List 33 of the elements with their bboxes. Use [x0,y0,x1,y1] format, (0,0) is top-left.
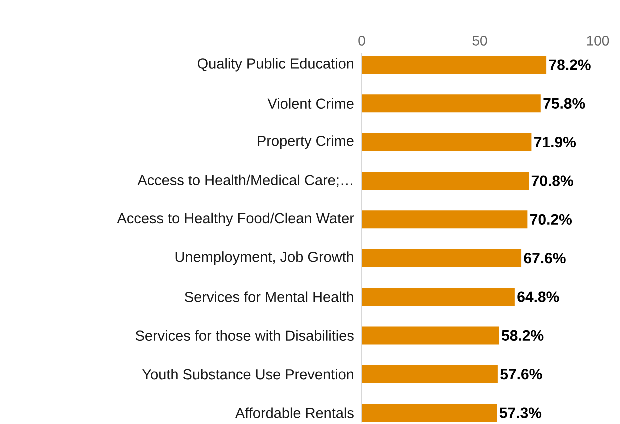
bar [362,249,522,268]
data-label: 64.8% [518,292,560,302]
y-tick-label: Youth Substance Use Prevention [142,369,354,380]
bar [362,56,547,74]
y-tick-label: Services for Mental Health [185,292,354,302]
bar [362,133,532,152]
x-tick-label: 100 [587,36,610,46]
bar [362,404,498,422]
y-tick-label: Affordable Rentals [235,408,354,418]
x-tick-label: 50 [472,36,488,46]
data-label: 57.6% [500,369,542,380]
bar [362,288,515,306]
bar [362,365,498,384]
bar [362,210,528,229]
y-tick-label: Quality Public Education [198,58,354,72]
data-label: 78.2% [549,60,591,70]
x-tick-label: 0 [358,36,366,46]
data-label: 57.3% [500,408,542,418]
data-label: 58.2% [502,330,544,341]
bar [362,172,530,190]
data-label: 70.2% [530,214,572,225]
y-tick-label: Services for those with Disabilities [136,330,354,342]
data-label: 75.8% [544,98,586,109]
data-label: 70.8% [532,176,574,186]
y-tick-label: Access to Health/Medical Care;… [138,174,352,188]
bar [362,326,500,345]
bar [362,94,541,113]
y-tick-label: Violent Crime [268,98,354,109]
data-label: 67.6% [524,253,566,264]
y-tick-label: Access to Healthy Food/Clean Water [117,212,354,226]
data-label: 71.9% [534,137,576,148]
y-tick-label: Property Crime [258,136,354,150]
y-tick-label: Unemployment, Job Growth [176,252,354,266]
